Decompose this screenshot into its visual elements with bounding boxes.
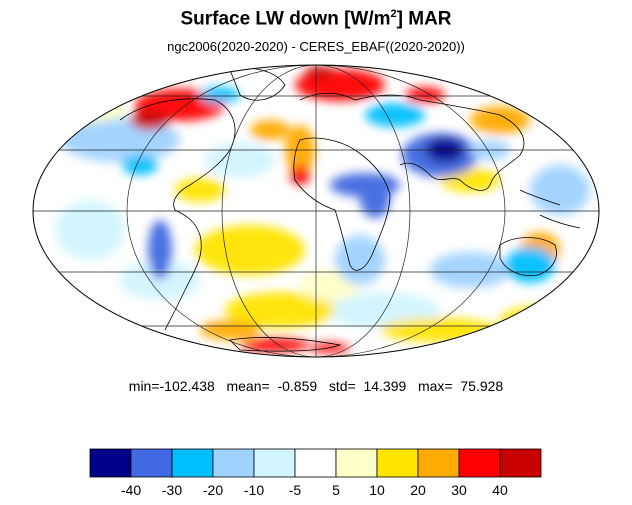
colorbar-tick-label: 5	[332, 482, 340, 498]
colorbar-swatch	[253, 448, 296, 478]
stat-mean-label: mean=	[226, 378, 270, 394]
map-subtitle: ngc2006(2020-2020) - CERES_EBAF((2020-20…	[167, 39, 465, 54]
colorbar-swatch	[376, 448, 419, 478]
colorbar-tick-label: 40	[492, 482, 508, 498]
stat-min-label: min=	[128, 378, 160, 394]
colorbar-swatch	[294, 448, 337, 478]
colorbar-tick-label: -30	[162, 482, 182, 498]
stat-mean: -0.859	[277, 378, 318, 394]
colorbar-swatch	[171, 448, 214, 478]
colorbar-swatch	[212, 448, 255, 478]
graticule	[33, 65, 599, 357]
colorbar-swatch	[458, 448, 501, 478]
anomaly-field	[33, 65, 599, 357]
colorbar-swatch	[335, 448, 378, 478]
colorbar-swatch	[89, 448, 132, 478]
stat-max: 75.928	[460, 378, 504, 394]
stat-max-label: max=	[417, 378, 453, 394]
colorbar-tick-label: -40	[121, 482, 141, 498]
stat-std-label: std=	[328, 378, 356, 394]
title-superscript: 2	[390, 8, 397, 20]
statistics-line: min=-102.438 mean= -0.859 std= 14.399 ma…	[0, 378, 632, 394]
stat-min: -102.438	[159, 378, 215, 394]
colorbar-tick-label: 30	[451, 482, 467, 498]
colorbar-tick-label: -20	[203, 482, 223, 498]
colorbar-tick-label: -10	[244, 482, 264, 498]
title-suffix: ] MAR	[396, 8, 452, 30]
mollweide-map	[32, 64, 600, 358]
title-main: Surface LW down [W/m	[180, 8, 391, 30]
colorbar-swatch	[417, 448, 460, 478]
colorbar-tick-label: 20	[410, 482, 426, 498]
colorbar-swatch	[130, 448, 173, 478]
colorbar-swatch	[499, 448, 542, 478]
globe-outline	[32, 64, 600, 358]
stat-std: 14.399	[363, 378, 407, 394]
map-title: Surface LW down [W/m2] MAR	[0, 8, 632, 30]
colorbar-tick-label: 10	[369, 482, 385, 498]
colorbar-tick-label: -5	[289, 482, 302, 498]
